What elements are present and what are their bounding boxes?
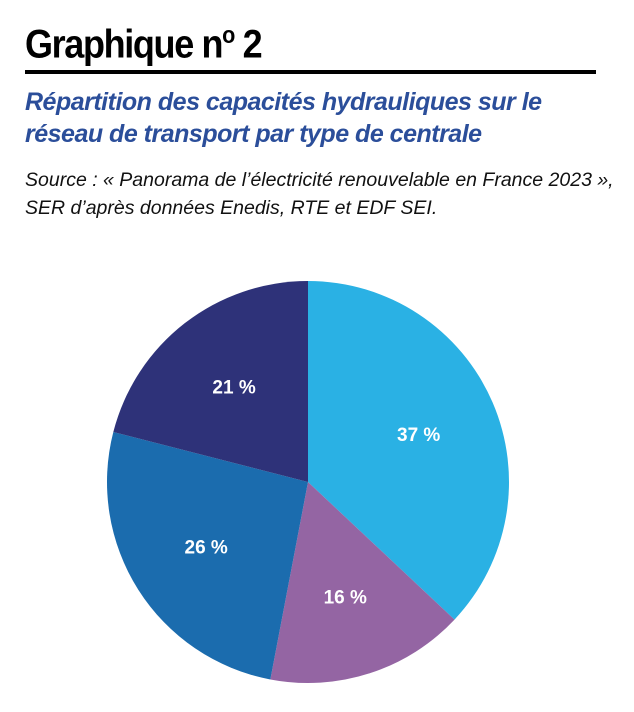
title-sup: o — [222, 22, 235, 49]
pie-slice — [270, 482, 455, 683]
slice-label: 26 % — [185, 538, 228, 559]
chart-subtitle: Répartition des capacités hydrauliques s… — [25, 88, 542, 148]
chart-source: Source : « Panorama de l’électricité ren… — [25, 169, 614, 219]
slice-label: 16 % — [324, 588, 367, 609]
slice-label: 37 % — [397, 425, 440, 446]
pie-slice — [113, 281, 308, 482]
title-number: 2 — [234, 22, 263, 67]
title-rule — [25, 70, 596, 74]
title-text: Graphique n — [25, 22, 224, 67]
pie-slice — [107, 432, 308, 680]
slice-label: 21 % — [212, 378, 255, 399]
chart-title: Graphique no 2 — [25, 22, 263, 67]
pie-slice — [308, 281, 510, 620]
